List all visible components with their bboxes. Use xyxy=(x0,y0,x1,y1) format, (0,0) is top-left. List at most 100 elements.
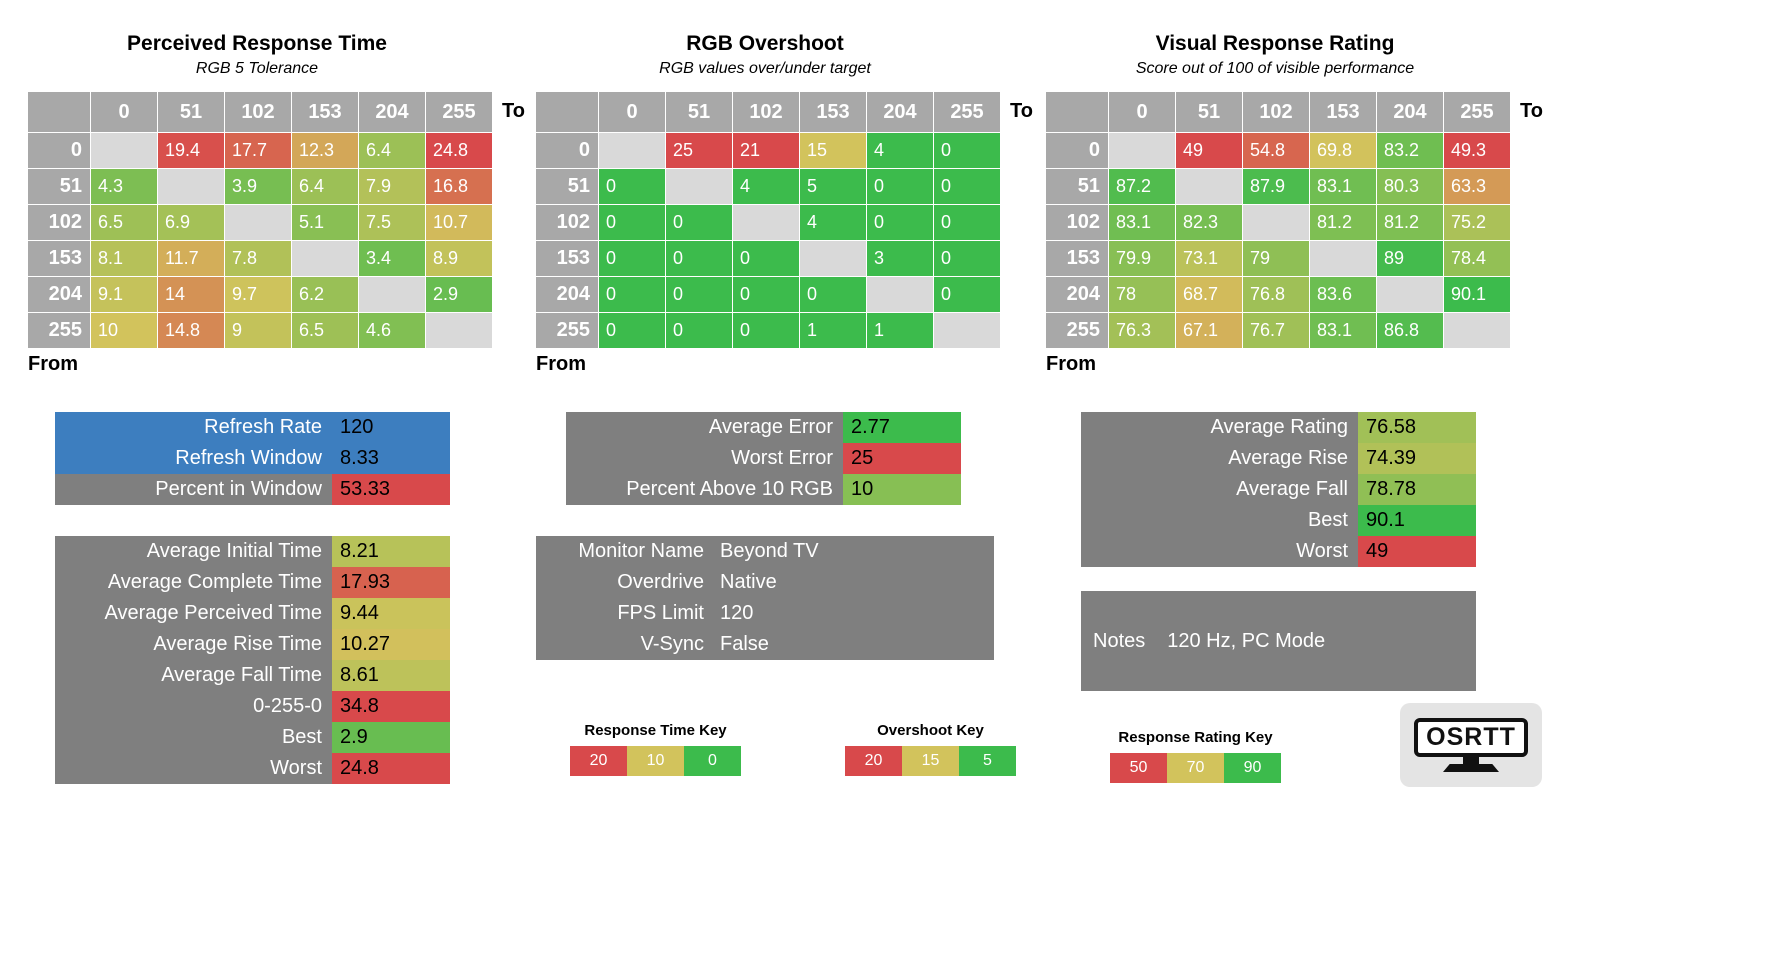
heat-cell: 10 xyxy=(91,313,157,348)
col-header: 255 xyxy=(1444,92,1510,132)
heat-cell: 0 xyxy=(599,169,665,204)
col-header: 255 xyxy=(426,92,492,132)
heat-cell: 9.1 xyxy=(91,277,157,312)
rating-subtitle: Score out of 100 of visible performance xyxy=(1135,60,1415,77)
heat-cell: 7.9 xyxy=(359,169,425,204)
heat-cell: 0 xyxy=(599,241,665,276)
stat-label: Average Fall xyxy=(1236,478,1348,500)
stat-label: Average Fall Time xyxy=(161,664,322,686)
heat-cell: 90.1 xyxy=(1444,277,1510,312)
row-header: 0 xyxy=(1046,133,1108,168)
diagonal-cell xyxy=(1176,169,1242,204)
rating-column: Visual Response Rating Score out of 100 … xyxy=(1046,30,1586,787)
stat-row: Average Fall 78.78 xyxy=(1081,474,1476,505)
stat-label: Average Rating xyxy=(1210,416,1349,438)
col-header: 102 xyxy=(733,92,799,132)
stat-label: Average Rise xyxy=(1228,447,1348,469)
stat-value: 90.1 xyxy=(1358,505,1476,536)
stat-row: Percent Above 10 RGB 10 xyxy=(566,474,961,505)
heat-cell: 16.8 xyxy=(426,169,492,204)
diagonal-cell xyxy=(1377,277,1443,312)
key-title: Response Rating Key xyxy=(1118,729,1273,746)
heat-cell: 78.4 xyxy=(1444,241,1510,276)
response-time-column: Perceived Response Time RGB 5 Tolerance … xyxy=(28,30,533,784)
stat-label: Best xyxy=(281,726,322,748)
heat-cell: 83.1 xyxy=(1109,205,1175,240)
heat-cell: 79 xyxy=(1243,241,1309,276)
heat-cell: 0 xyxy=(599,277,665,312)
heat-cell: 8.1 xyxy=(91,241,157,276)
diagonal-cell xyxy=(800,241,866,276)
heat-cell: 0 xyxy=(934,133,1000,168)
row-header: 255 xyxy=(1046,313,1108,348)
key-cell: 5 xyxy=(959,746,1016,776)
stat-row: Refresh Window 8.33 xyxy=(55,443,450,474)
info-row: Overdrive Native xyxy=(536,567,994,598)
heat-cell: 4 xyxy=(800,205,866,240)
heat-cell: 83.6 xyxy=(1310,277,1376,312)
stat-label: 0-255-0 xyxy=(253,695,322,717)
heat-cell: 1 xyxy=(867,313,933,348)
stat-label: Average Perceived Time xyxy=(104,602,322,624)
heat-cell: 81.2 xyxy=(1377,205,1443,240)
stat-row: Average Error 2.77 xyxy=(566,412,961,443)
overshoot-key: Overshoot Key 20 15 5 xyxy=(845,722,1016,776)
row-header: 0 xyxy=(536,133,598,168)
heat-cell: 6.9 xyxy=(158,205,224,240)
heat-cell: 0 xyxy=(733,313,799,348)
heat-cell: 68.7 xyxy=(1176,277,1242,312)
col-header: 153 xyxy=(800,92,866,132)
legend-keys-row: Response Time Key 20 10 0 Overshoot Key 20 15… xyxy=(570,722,1041,776)
heat-cell: 17.7 xyxy=(225,133,291,168)
monitor-info-panel: Monitor Name Beyond TV Overdrive Native FPS … xyxy=(536,536,994,660)
heat-cell: 9 xyxy=(225,313,291,348)
osrtt-logo-stand-icon xyxy=(1463,757,1479,764)
heat-cell: 4 xyxy=(733,169,799,204)
diagonal-cell xyxy=(599,133,665,168)
response-time-subtitle: RGB 5 Tolerance xyxy=(195,60,319,77)
heat-cell: 14 xyxy=(158,277,224,312)
stat-value: 120 xyxy=(340,416,374,438)
to-axis-label: To xyxy=(1520,100,1543,122)
col-header: 153 xyxy=(292,92,358,132)
key-cells: 20 10 0 xyxy=(570,746,741,776)
stat-value: 2.77 xyxy=(843,412,961,443)
info-value: Beyond TV xyxy=(720,540,819,562)
heat-cell: 3 xyxy=(867,241,933,276)
heat-cell: 5.1 xyxy=(292,205,358,240)
diagonal-cell xyxy=(225,205,291,240)
corner-cell xyxy=(536,92,598,132)
heat-cell: 25 xyxy=(666,133,732,168)
heat-cell: 0 xyxy=(666,205,732,240)
heat-cell: 4.6 xyxy=(359,313,425,348)
heat-cell: 0 xyxy=(599,205,665,240)
stat-row: Average Initial Time 8.21 xyxy=(55,536,450,567)
heat-cell: 2.9 xyxy=(426,277,492,312)
stat-row: Worst 49 xyxy=(1081,536,1476,567)
stat-value: 49 xyxy=(1358,536,1476,567)
heat-cell: 0 xyxy=(934,277,1000,312)
row-header: 0 xyxy=(28,133,90,168)
key-cell: 15 xyxy=(902,746,959,776)
heat-cell: 82.3 xyxy=(1176,205,1242,240)
heat-cell: 15 xyxy=(800,133,866,168)
heat-cell: 87.2 xyxy=(1109,169,1175,204)
overshoot-title: RGB Overshoot xyxy=(686,32,844,55)
stat-label: Refresh Window xyxy=(175,447,322,469)
heat-cell: 83.1 xyxy=(1310,313,1376,348)
stat-label: Worst xyxy=(270,757,322,779)
heat-cell: 0 xyxy=(599,313,665,348)
rating-stats-panel: Average Rating 76.58 Average Rise 74.39 Aver… xyxy=(1081,412,1476,567)
heat-cell: 0 xyxy=(867,169,933,204)
stat-label: Refresh Rate xyxy=(204,416,322,438)
stat-value: 74.39 xyxy=(1358,443,1476,474)
heat-cell: 9.7 xyxy=(225,277,291,312)
from-axis-label: From xyxy=(536,353,586,375)
heat-cell: 0 xyxy=(666,277,732,312)
notes-panel: Notes 120 Hz, PC Mode xyxy=(1081,591,1476,691)
diagonal-cell xyxy=(158,169,224,204)
stat-value: 8.33 xyxy=(340,447,379,469)
diagonal-cell xyxy=(359,277,425,312)
heat-cell: 0 xyxy=(800,277,866,312)
